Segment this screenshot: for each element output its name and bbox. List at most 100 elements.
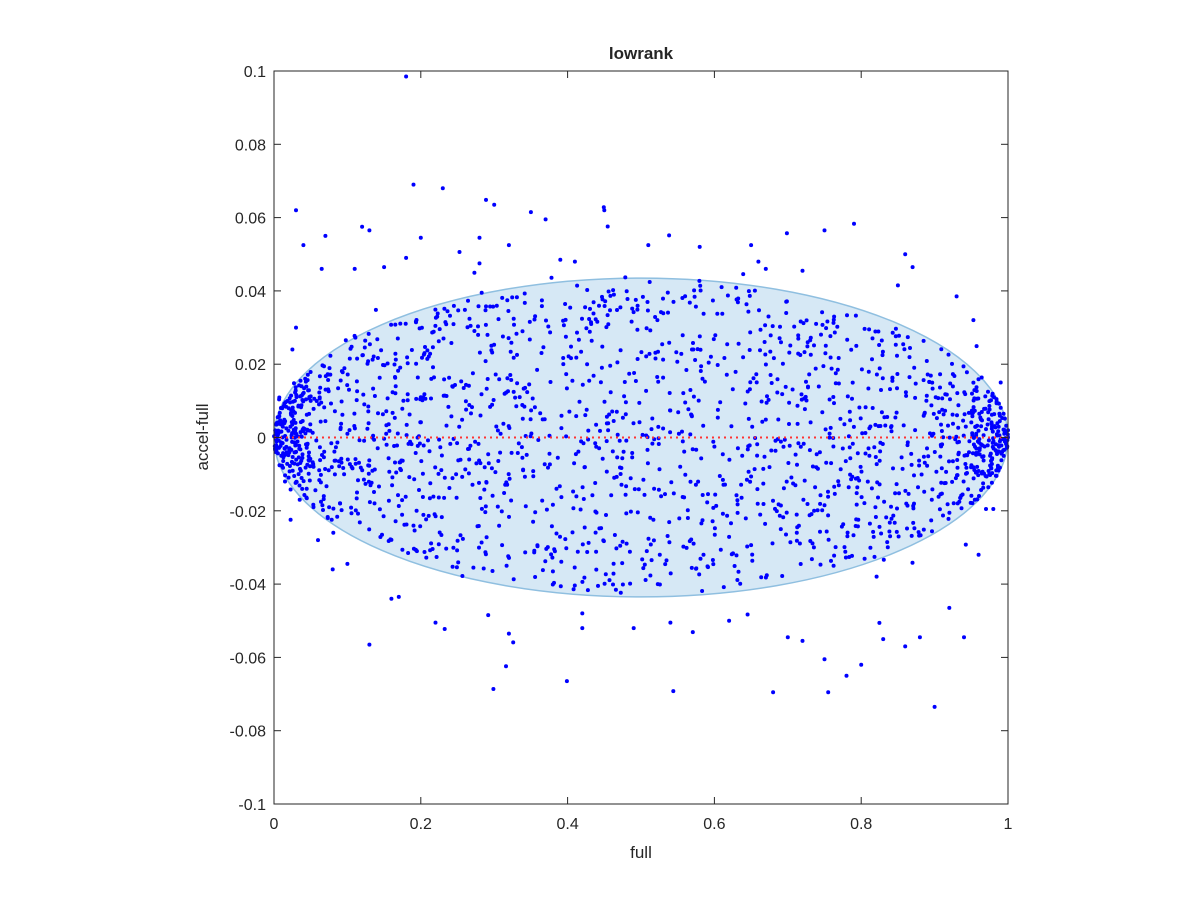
data-point [873, 515, 878, 519]
data-point [997, 419, 1002, 424]
data-point [372, 490, 376, 494]
data-point [474, 461, 479, 466]
data-point [999, 443, 1004, 448]
data-point [509, 450, 514, 455]
data-point [828, 334, 833, 339]
data-point [667, 391, 672, 395]
data-point [701, 311, 706, 316]
data-point [404, 422, 409, 427]
data-point [734, 285, 739, 290]
data-point [950, 361, 954, 366]
data-point [570, 378, 575, 383]
data-point [414, 318, 419, 322]
data-point [750, 558, 755, 563]
data-point [710, 298, 715, 303]
data-point [1001, 453, 1006, 458]
data-point [618, 348, 623, 353]
data-point [398, 321, 403, 326]
data-point [639, 350, 644, 355]
data-point [467, 446, 471, 451]
data-point [426, 438, 430, 443]
data-point [988, 463, 993, 468]
data-point [932, 704, 937, 709]
data-point [745, 447, 750, 452]
data-point [761, 502, 766, 506]
data-point [937, 507, 942, 512]
data-point [977, 494, 981, 498]
data-point [465, 325, 470, 330]
data-point [412, 528, 417, 533]
data-point [800, 268, 805, 273]
data-point [775, 390, 780, 395]
data-point [874, 574, 879, 579]
data-point [622, 380, 627, 384]
data-point [749, 543, 754, 548]
data-point [796, 351, 801, 356]
data-point [794, 512, 799, 517]
data-point [606, 289, 611, 294]
data-point [819, 332, 823, 337]
data-point [366, 331, 371, 336]
data-point [540, 498, 545, 503]
data-point [462, 307, 467, 312]
data-point [970, 451, 975, 456]
data-point [368, 483, 373, 488]
data-point [976, 377, 981, 382]
data-point [509, 340, 514, 345]
data-point [441, 336, 446, 341]
data-point [623, 412, 628, 417]
data-point [419, 459, 424, 464]
data-point [981, 433, 986, 438]
data-point [417, 441, 422, 446]
data-point [733, 369, 738, 374]
data-point [293, 385, 298, 390]
data-point [992, 412, 997, 417]
data-point [745, 389, 750, 394]
data-point [906, 491, 911, 496]
data-point [620, 415, 625, 420]
data-point [741, 272, 746, 277]
data-point [763, 362, 768, 367]
data-point [457, 424, 462, 429]
data-point [977, 446, 982, 451]
data-point [904, 501, 909, 506]
data-point [294, 208, 298, 213]
data-point [831, 444, 836, 449]
data-point [467, 316, 472, 321]
data-point [342, 472, 347, 477]
data-point [1004, 439, 1009, 444]
data-point [379, 348, 384, 353]
data-point [317, 395, 322, 400]
data-point [706, 360, 711, 365]
data-point [925, 446, 929, 451]
data-point [372, 501, 377, 506]
data-point [633, 379, 638, 383]
data-point [747, 348, 752, 352]
data-point [380, 412, 385, 417]
data-point [617, 438, 622, 443]
data-point [484, 304, 488, 309]
data-point [635, 510, 640, 515]
data-point [539, 351, 544, 355]
data-point [353, 461, 358, 466]
data-point [494, 303, 499, 308]
data-point [717, 474, 722, 478]
data-point [913, 428, 918, 433]
data-point [549, 524, 554, 529]
data-point [648, 542, 653, 547]
data-point [845, 394, 850, 399]
data-point [385, 361, 390, 366]
data-point [290, 405, 295, 410]
data-point [579, 439, 584, 444]
data-point [297, 483, 302, 488]
data-point [528, 210, 533, 215]
data-point [361, 477, 366, 482]
data-point [907, 355, 912, 360]
data-point [387, 469, 392, 474]
data-point [532, 405, 537, 410]
data-point [809, 557, 814, 562]
data-point [382, 265, 387, 270]
data-point [856, 517, 861, 522]
data-point [511, 577, 516, 582]
data-point [950, 479, 955, 484]
